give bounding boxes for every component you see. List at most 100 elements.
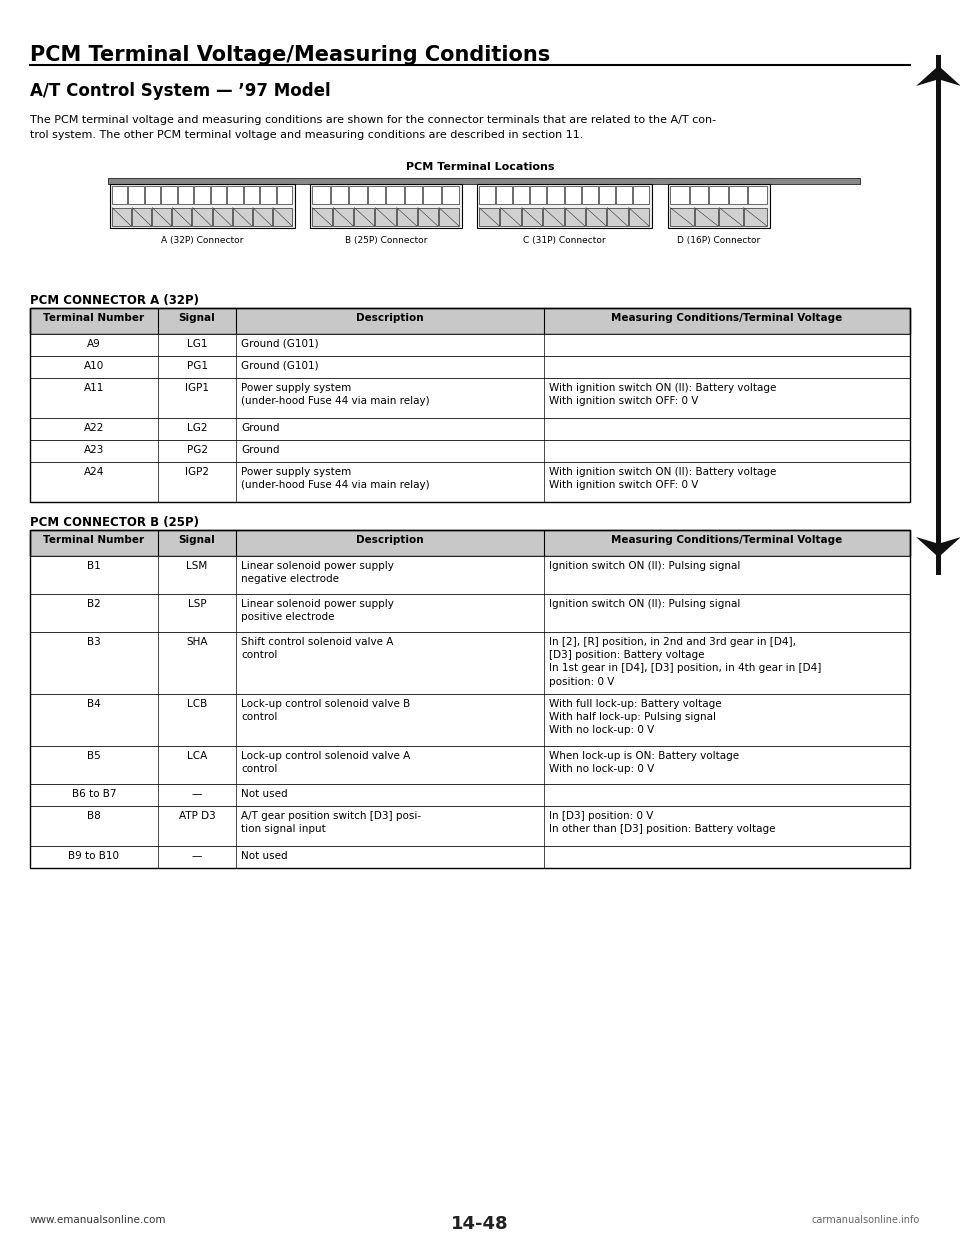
Bar xyxy=(30,594,910,632)
Bar xyxy=(312,186,329,205)
Text: A/T gear position switch [D3] posi-
tion signal input: A/T gear position switch [D3] posi- tion… xyxy=(241,811,421,835)
Bar xyxy=(564,207,585,226)
Bar xyxy=(689,186,708,205)
Bar xyxy=(30,334,910,356)
Bar xyxy=(30,440,910,462)
Bar xyxy=(694,207,718,226)
Text: Ground (G101): Ground (G101) xyxy=(241,361,319,371)
Bar xyxy=(228,186,243,205)
Text: PCM CONNECTOR B (25P): PCM CONNECTOR B (25P) xyxy=(30,515,199,529)
Bar xyxy=(349,186,367,205)
Bar xyxy=(670,186,688,205)
Bar xyxy=(668,184,770,229)
Bar xyxy=(543,207,564,226)
Text: Not used: Not used xyxy=(241,851,288,861)
Bar xyxy=(608,207,628,226)
Bar xyxy=(375,207,396,226)
Bar xyxy=(212,207,231,226)
Text: C (31P) Connector: C (31P) Connector xyxy=(523,236,606,245)
Text: A24: A24 xyxy=(84,467,105,477)
Bar xyxy=(153,207,171,226)
Bar xyxy=(192,207,211,226)
Text: B1: B1 xyxy=(87,561,101,571)
Text: Signal: Signal xyxy=(179,313,215,323)
Bar xyxy=(273,207,292,226)
Text: Measuring Conditions/Terminal Voltage: Measuring Conditions/Terminal Voltage xyxy=(612,535,843,545)
Text: IGP2: IGP2 xyxy=(185,467,209,477)
Text: Ignition switch ON (II): Pulsing signal: Ignition switch ON (II): Pulsing signal xyxy=(549,599,740,609)
Bar xyxy=(719,207,742,226)
Bar xyxy=(386,186,403,205)
Bar xyxy=(30,378,910,419)
Bar xyxy=(112,207,132,226)
Bar xyxy=(312,207,332,226)
Text: When lock-up is ON: Battery voltage
With no lock-up: 0 V: When lock-up is ON: Battery voltage With… xyxy=(549,751,739,774)
Bar xyxy=(30,356,910,378)
Bar xyxy=(244,186,259,205)
Bar xyxy=(496,186,513,205)
Bar xyxy=(30,419,910,440)
Bar xyxy=(477,184,652,229)
Bar xyxy=(418,207,438,226)
Bar xyxy=(108,178,860,184)
Text: —: — xyxy=(192,851,203,861)
Bar xyxy=(404,186,422,205)
Text: In [2], [R] position, in 2nd and 3rd gear in [D4],
[D3] position: Battery voltag: In [2], [R] position, in 2nd and 3rd gea… xyxy=(549,637,822,687)
Text: Linear solenoid power supply
positive electrode: Linear solenoid power supply positive el… xyxy=(241,599,394,622)
Bar xyxy=(530,186,546,205)
Text: B4: B4 xyxy=(87,699,101,709)
Text: Description: Description xyxy=(356,313,423,323)
Bar xyxy=(161,186,177,205)
Bar xyxy=(615,186,632,205)
Bar xyxy=(178,186,193,205)
Text: Not used: Not used xyxy=(241,789,288,799)
Text: B2: B2 xyxy=(87,599,101,609)
Text: A22: A22 xyxy=(84,424,105,433)
Bar xyxy=(30,556,910,594)
Bar xyxy=(30,530,910,556)
Bar xyxy=(729,186,748,205)
Bar xyxy=(354,207,374,226)
Text: B6 to B7: B6 to B7 xyxy=(72,789,116,799)
Bar xyxy=(30,308,910,502)
Bar xyxy=(479,186,495,205)
Text: LG1: LG1 xyxy=(187,339,207,349)
Text: Ignition switch ON (II): Pulsing signal: Ignition switch ON (II): Pulsing signal xyxy=(549,561,740,571)
Text: In [D3] position: 0 V
In other than [D3] position: Battery voltage: In [D3] position: 0 V In other than [D3]… xyxy=(549,811,776,835)
Text: Lock-up control solenoid valve A
control: Lock-up control solenoid valve A control xyxy=(241,751,410,774)
Text: A10: A10 xyxy=(84,361,104,371)
Bar xyxy=(633,186,649,205)
Text: LSM: LSM xyxy=(186,561,207,571)
Text: B9 to B10: B9 to B10 xyxy=(68,851,119,861)
Text: With ignition switch ON (II): Battery voltage
With ignition switch OFF: 0 V: With ignition switch ON (II): Battery vo… xyxy=(549,383,777,406)
Bar xyxy=(442,186,459,205)
Bar xyxy=(232,207,252,226)
Bar xyxy=(30,746,910,784)
Text: B (25P) Connector: B (25P) Connector xyxy=(345,236,427,245)
Bar xyxy=(564,186,581,205)
Text: B8: B8 xyxy=(87,811,101,821)
Bar xyxy=(629,207,649,226)
Text: PCM Terminal Locations: PCM Terminal Locations xyxy=(406,161,554,171)
Bar xyxy=(30,462,910,502)
Bar xyxy=(30,632,910,694)
Text: Terminal Number: Terminal Number xyxy=(43,313,145,323)
Text: Signal: Signal xyxy=(179,535,215,545)
Text: B3: B3 xyxy=(87,637,101,647)
Bar xyxy=(439,207,459,226)
Bar xyxy=(110,184,295,229)
Polygon shape xyxy=(916,537,936,555)
Text: The PCM terminal voltage and measuring conditions are shown for the connector te: The PCM terminal voltage and measuring c… xyxy=(30,116,716,125)
Polygon shape xyxy=(941,537,960,555)
Text: A23: A23 xyxy=(84,445,105,455)
Bar xyxy=(586,207,607,226)
Text: PCM Terminal Voltage/Measuring Conditions: PCM Terminal Voltage/Measuring Condition… xyxy=(30,45,550,65)
Bar xyxy=(260,186,276,205)
Bar xyxy=(310,184,462,229)
Text: Power supply system
(under-hood Fuse 44 via main relay): Power supply system (under-hood Fuse 44 … xyxy=(241,467,430,491)
Bar xyxy=(743,207,767,226)
Bar xyxy=(423,186,441,205)
Bar xyxy=(30,806,910,846)
Text: A (32P) Connector: A (32P) Connector xyxy=(161,236,244,245)
Bar xyxy=(194,186,209,205)
